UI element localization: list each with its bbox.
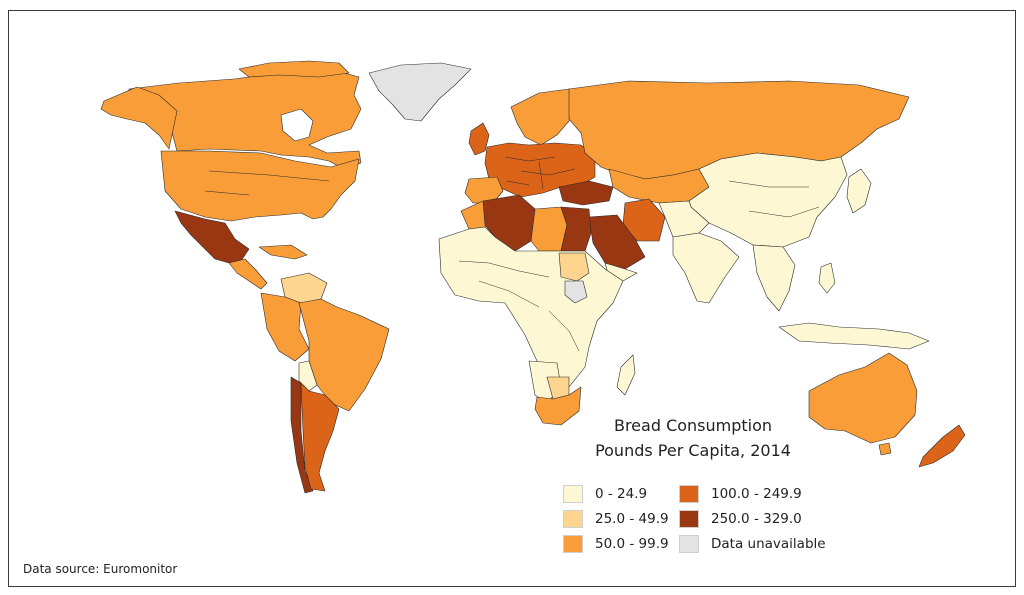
legend-label-3: 100.0 - 249.9 <box>711 486 802 502</box>
map-frame: Bread Consumption Pounds Per Capita, 201… <box>8 10 1016 587</box>
region-central-asia <box>658 200 710 238</box>
region-korea-japan <box>846 168 872 214</box>
region-libya <box>530 206 568 252</box>
region-caribbean <box>258 244 308 260</box>
legend-swatch-0 <box>563 485 583 503</box>
region-hudson-bay <box>280 108 314 142</box>
legend-label-5: Data unavailable <box>711 536 826 552</box>
region-central-america <box>228 258 268 290</box>
region-scandinavia <box>510 88 582 146</box>
legend-swatch-2 <box>563 535 583 553</box>
region-indonesia <box>778 322 930 350</box>
region-alaska <box>100 86 178 150</box>
region-chile <box>290 376 314 494</box>
world-map <box>100 60 966 494</box>
region-southeast-asia <box>752 244 796 312</box>
region-bolivia-paraguay <box>298 360 318 392</box>
legend-label-2: 50.0 - 99.9 <box>595 536 669 552</box>
region-australia <box>808 352 918 444</box>
legend-swatch-5 <box>679 535 699 553</box>
legend-title-line2: Pounds Per Capita, 2014 <box>595 441 791 460</box>
region-arctic-islands <box>238 60 350 78</box>
region-saudi-arabia <box>588 214 646 270</box>
region-china <box>688 152 848 248</box>
region-south-sudan <box>564 280 588 304</box>
legend-label-0: 0 - 24.9 <box>595 486 648 502</box>
region-madagascar <box>616 354 636 396</box>
region-sudan <box>558 252 590 282</box>
legend-swatch-1 <box>563 510 583 528</box>
region-turkey <box>558 180 614 206</box>
region-south-africa <box>534 386 582 426</box>
region-india <box>672 232 740 304</box>
region-tasmania <box>878 442 892 456</box>
region-argentina <box>300 382 340 492</box>
region-new-zealand <box>918 424 966 468</box>
legend-label-1: 25.0 - 49.9 <box>595 511 669 527</box>
region-greenland <box>368 62 472 122</box>
region-uk <box>468 122 490 156</box>
legend-swatch-4 <box>679 510 699 528</box>
region-algeria <box>482 194 536 252</box>
region-united-states <box>160 150 360 222</box>
region-philippines <box>818 262 836 294</box>
legend-swatch-3 <box>679 485 699 503</box>
data-source-note: Data source: Euromonitor <box>23 562 178 576</box>
legend-label-4: 250.0 - 329.0 <box>711 511 802 527</box>
legend-title-line1: Bread Consumption <box>613 416 773 435</box>
